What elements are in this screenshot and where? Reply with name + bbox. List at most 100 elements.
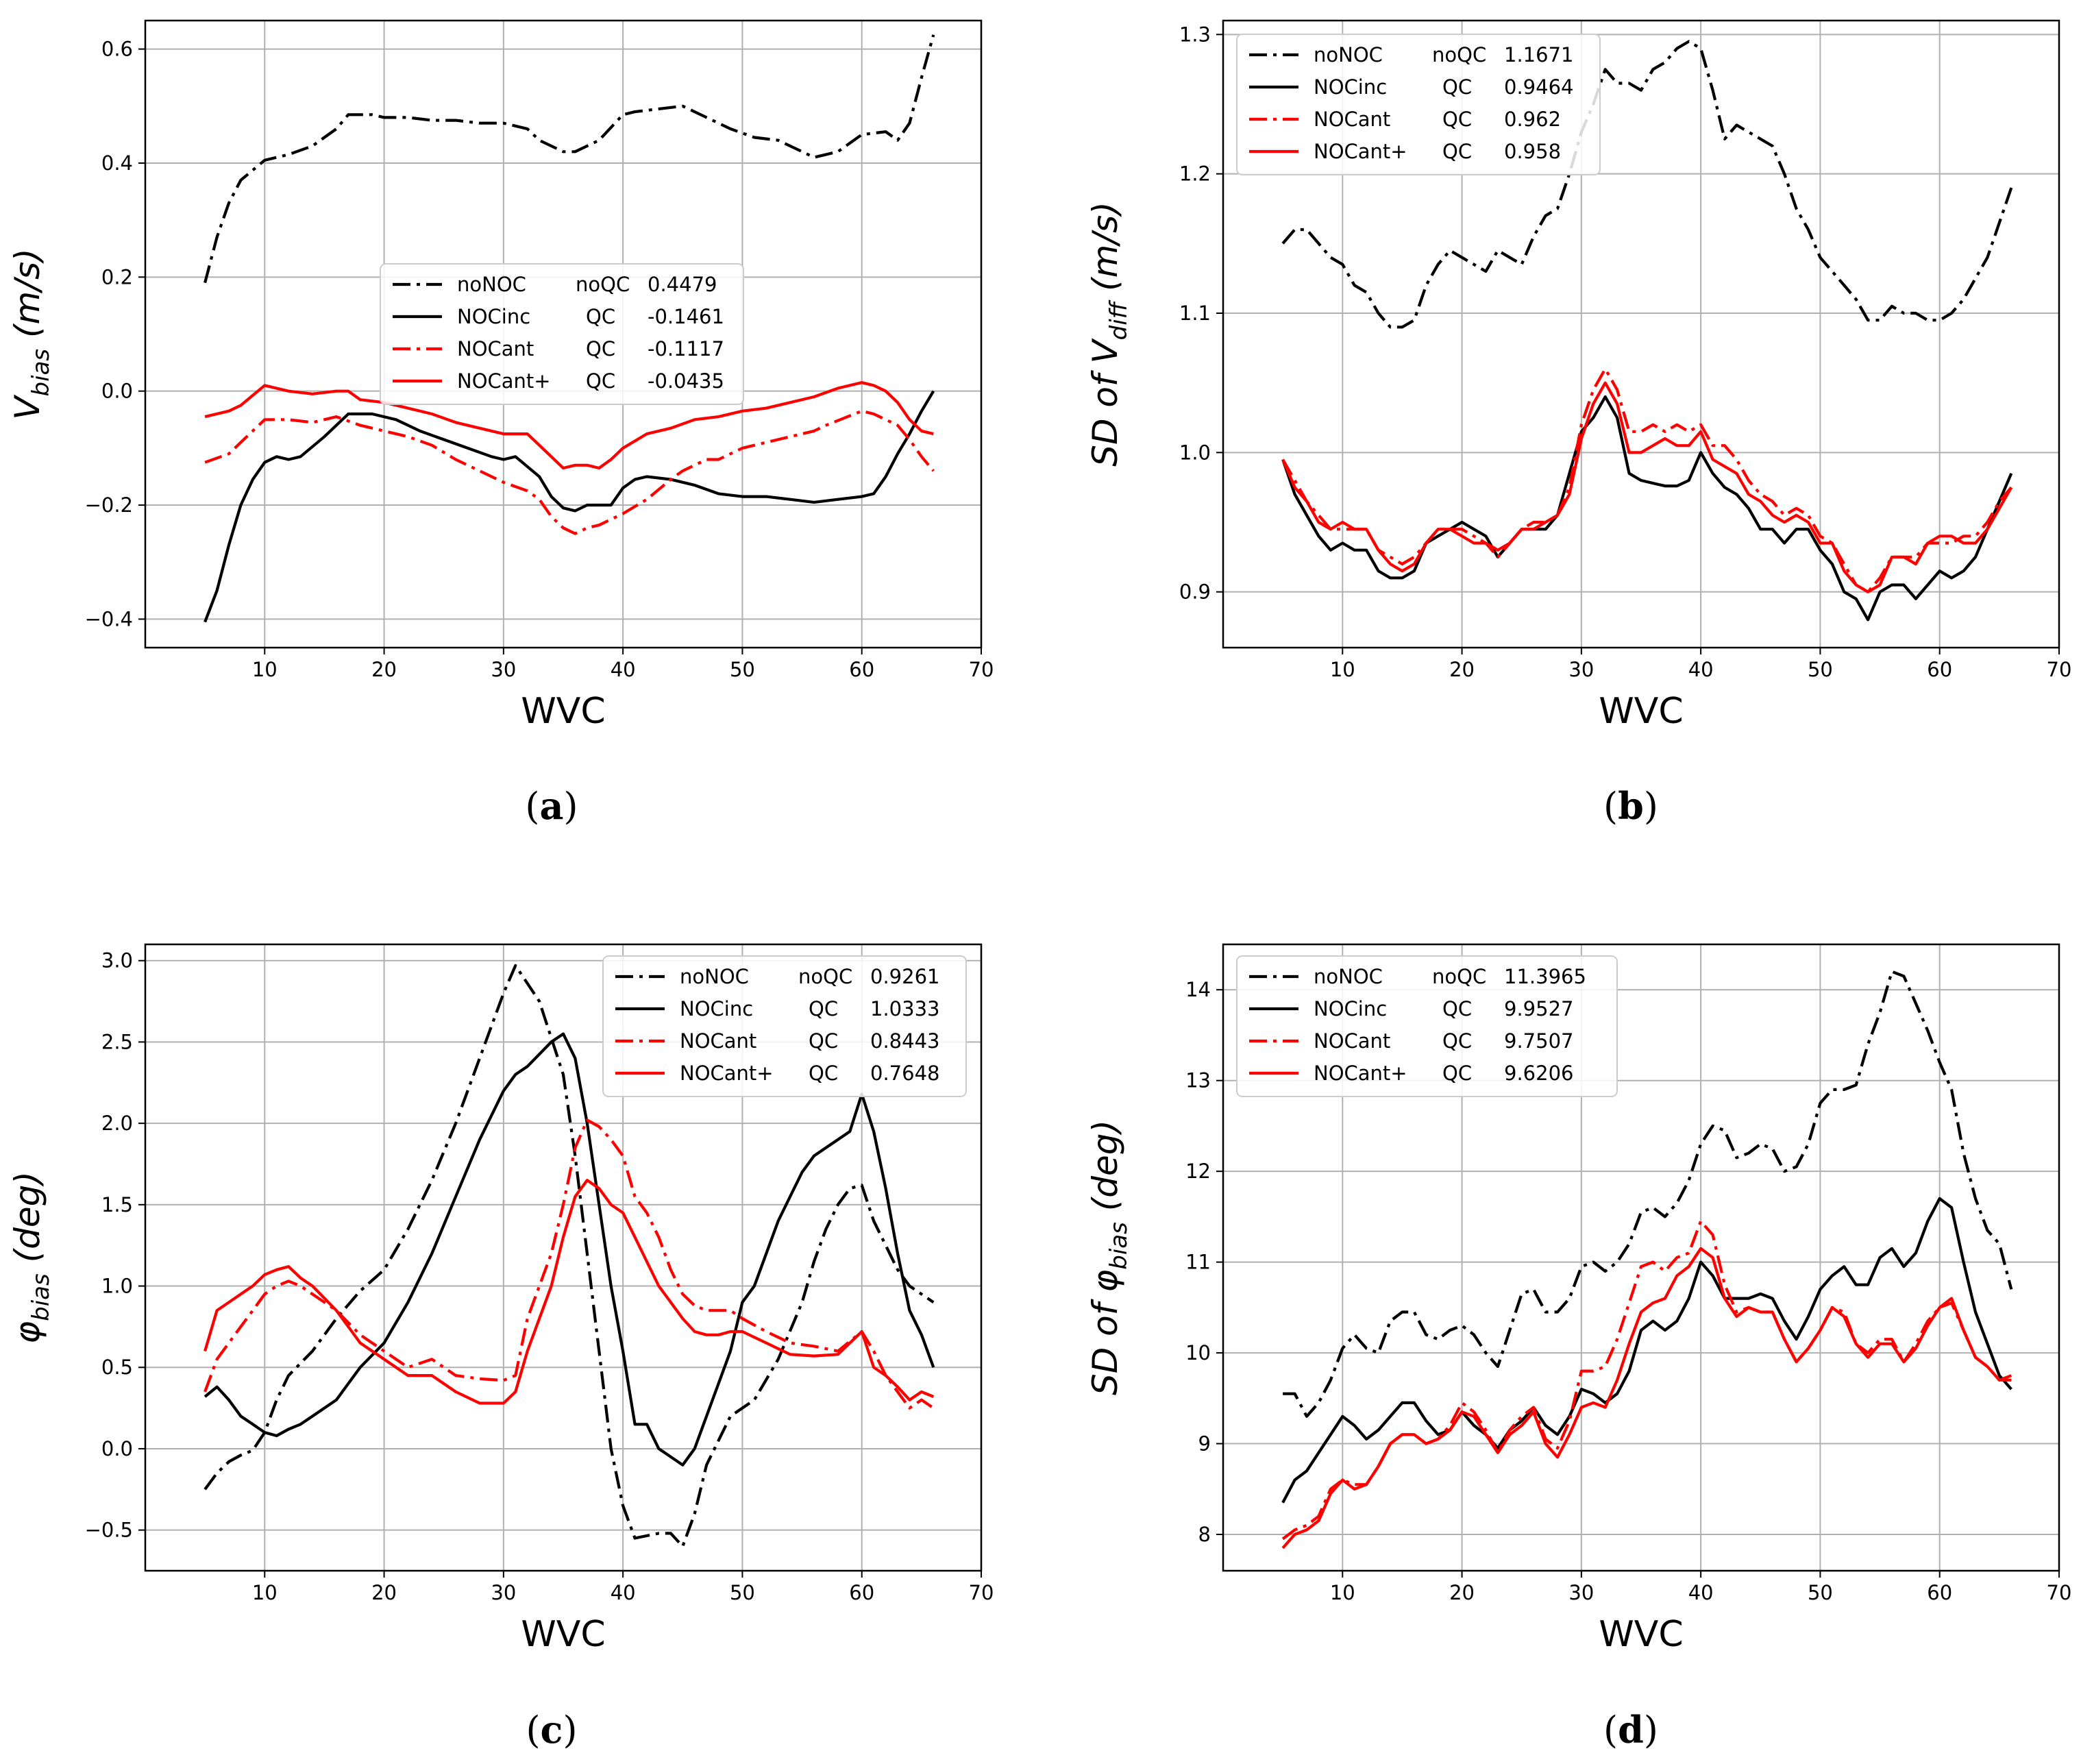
x-tick-label: 60	[1927, 658, 1952, 681]
legend-entry-name: noNOC	[1314, 965, 1383, 988]
y-label-unit: (m/s)	[8, 248, 47, 349]
x-tick-label: 50	[730, 1581, 755, 1604]
x-tick-label: 10	[252, 1581, 278, 1604]
y-label-subscript: bias	[1105, 1222, 1133, 1270]
x-tick-label: 20	[371, 658, 397, 681]
legend-entry-name: NOCant+	[1314, 1062, 1407, 1085]
legend-entry-qc: QC	[809, 1029, 838, 1053]
legend: noNOC noQC 0.4479 NOCinc QC -0.1461 NOCant QC -0…	[380, 263, 744, 405]
y-tick-label: 13	[1185, 1069, 1211, 1092]
axes-frame	[1222, 943, 2060, 1572]
y-tick-label: 1.3	[1179, 23, 1211, 46]
x-tick-label: 40	[611, 1581, 636, 1604]
x-tick-label: 60	[1927, 1581, 1952, 1604]
y-tick-label: 0.9	[1179, 580, 1211, 604]
y-tick-label: −0.4	[85, 607, 133, 630]
legend-entry-name: NOCant	[457, 337, 534, 360]
legend-entry-qc: noQC	[1432, 965, 1486, 988]
y-label-subscript: diff	[1105, 299, 1133, 340]
x-tick-label: 40	[1688, 658, 1714, 681]
legend-entry-name: NOCinc	[1314, 997, 1387, 1020]
y-label-symbol: φ	[1085, 1270, 1125, 1293]
legend-entry-score: 1.0333	[870, 997, 939, 1020]
series-line-nonoc	[1281, 40, 2013, 329]
y-tick-label: 0.5	[101, 1356, 133, 1379]
legend-entry-score: 0.962	[1504, 108, 1561, 131]
legend: noNOC noQC 11.3965 NOCinc QC 9.9527 NOCant QC 9.…	[1236, 955, 1618, 1097]
legend-entry-qc: QC	[1442, 1062, 1472, 1085]
legend-entry-score: 11.3965	[1504, 965, 1586, 988]
legend-entry-score: 9.9527	[1504, 997, 1573, 1020]
y-axis-label: φbias (deg)	[8, 1171, 55, 1344]
x-tick-label: 20	[1449, 658, 1475, 681]
x-tick-label: 60	[849, 1581, 874, 1604]
y-axis-label: SD of Vdiff (m/s)	[1085, 201, 1133, 467]
legend-entry-name: NOCant	[1314, 1029, 1390, 1053]
series-line-nocinc	[204, 390, 935, 623]
legend-entry-score: 0.7648	[870, 1062, 939, 1085]
x-axis-label: WVC	[1599, 1614, 1683, 1655]
axes-frame	[144, 943, 983, 1572]
x-tick-label: 10	[1330, 1581, 1355, 1604]
legend-entry-qc: QC	[809, 1062, 838, 1085]
legend-entry-qc: QC	[586, 369, 615, 393]
x-tick-label: 20	[371, 1581, 397, 1604]
y-label-unit: (deg)	[8, 1171, 47, 1273]
legend-entry-name: NOCant	[680, 1029, 756, 1053]
x-tick-label: 70	[969, 1581, 994, 1604]
y-tick-label: 1.0	[1179, 441, 1211, 464]
y-tick-label: 0.4	[101, 151, 133, 175]
legend-entry-qc: QC	[1442, 108, 1472, 131]
chart-panel-d: 10 20 30 40 50 60 70 8 9 10 11 12 13 14 WVC SD of φbias…	[1085, 943, 2071, 1655]
x-tick-label: 50	[1808, 1581, 1833, 1604]
panel-label-a: (a)	[525, 784, 578, 828]
legend-entry-score: -0.1461	[648, 305, 724, 328]
y-tick-label: 0.0	[101, 1437, 133, 1460]
legend-entry-score: 0.9261	[870, 965, 939, 988]
y-axis-label: SD of φbias (deg)	[1085, 1120, 1133, 1395]
x-tick-label: 30	[1568, 658, 1594, 681]
chart-panel-a: 10 20 30 40 50 60 70 −0.4 −0.2 0.0 0.2 0.4 0.6 WVC Vbi…	[8, 19, 994, 732]
y-tick-label: 0.2	[101, 265, 133, 289]
legend-entry-qc: QC	[586, 305, 615, 328]
x-axis-label: WVC	[1599, 691, 1683, 732]
y-tick-label: −0.5	[85, 1519, 133, 1542]
legend-entry-score: -0.0435	[648, 369, 724, 393]
legend-entry-qc: noQC	[576, 273, 630, 296]
y-tick-label: 2.5	[101, 1030, 133, 1053]
y-tick-label: 1.2	[1179, 162, 1211, 186]
y-label-subscript: bias	[27, 1273, 55, 1321]
legend-entry-score: 1.1671	[1504, 43, 1573, 66]
x-tick-label: 10	[252, 658, 278, 681]
legend-entry-qc: QC	[1442, 75, 1472, 99]
legend-frame	[380, 263, 744, 405]
legend-entry-qc: QC	[1442, 140, 1472, 163]
legend-entry-name: noNOC	[457, 273, 526, 296]
y-tick-label: 14	[1185, 978, 1211, 1001]
panel-label-d: (d)	[1603, 1708, 1658, 1752]
legend-entry-qc: QC	[809, 997, 838, 1020]
series-line-nocinc	[1281, 1197, 2012, 1504]
x-tick-label: 50	[730, 658, 755, 681]
y-label-unit: (deg)	[1085, 1120, 1125, 1222]
legend-entry-name: NOCinc	[680, 997, 753, 1020]
y-tick-label: 1.5	[101, 1193, 133, 1216]
x-tick-label: 30	[491, 658, 516, 681]
y-label-symbol: V	[8, 394, 47, 420]
x-tick-label: 10	[1330, 658, 1355, 681]
x-axis-label: WVC	[521, 691, 605, 732]
series-line-nonoc	[1283, 970, 2013, 1418]
x-tick-label: 60	[849, 658, 874, 681]
legend-entry-name: noNOC	[680, 965, 749, 988]
series-line-nonoc	[204, 964, 935, 1548]
series-line-nocant-plus	[204, 1179, 935, 1405]
legend-entry-name: NOCant+	[680, 1062, 774, 1085]
x-tick-label: 70	[969, 658, 994, 681]
y-tick-label: 8	[1198, 1523, 1211, 1546]
legend: noNOC noQC 1.1671 NOCinc QC 0.9464 NOCant QC 0.9…	[1236, 34, 1601, 175]
y-tick-label: 9	[1198, 1432, 1211, 1456]
y-label-subscript: bias	[27, 349, 55, 397]
legend-entry-name: NOCant+	[1314, 140, 1407, 163]
y-label-prefix: SD of	[1085, 364, 1125, 467]
